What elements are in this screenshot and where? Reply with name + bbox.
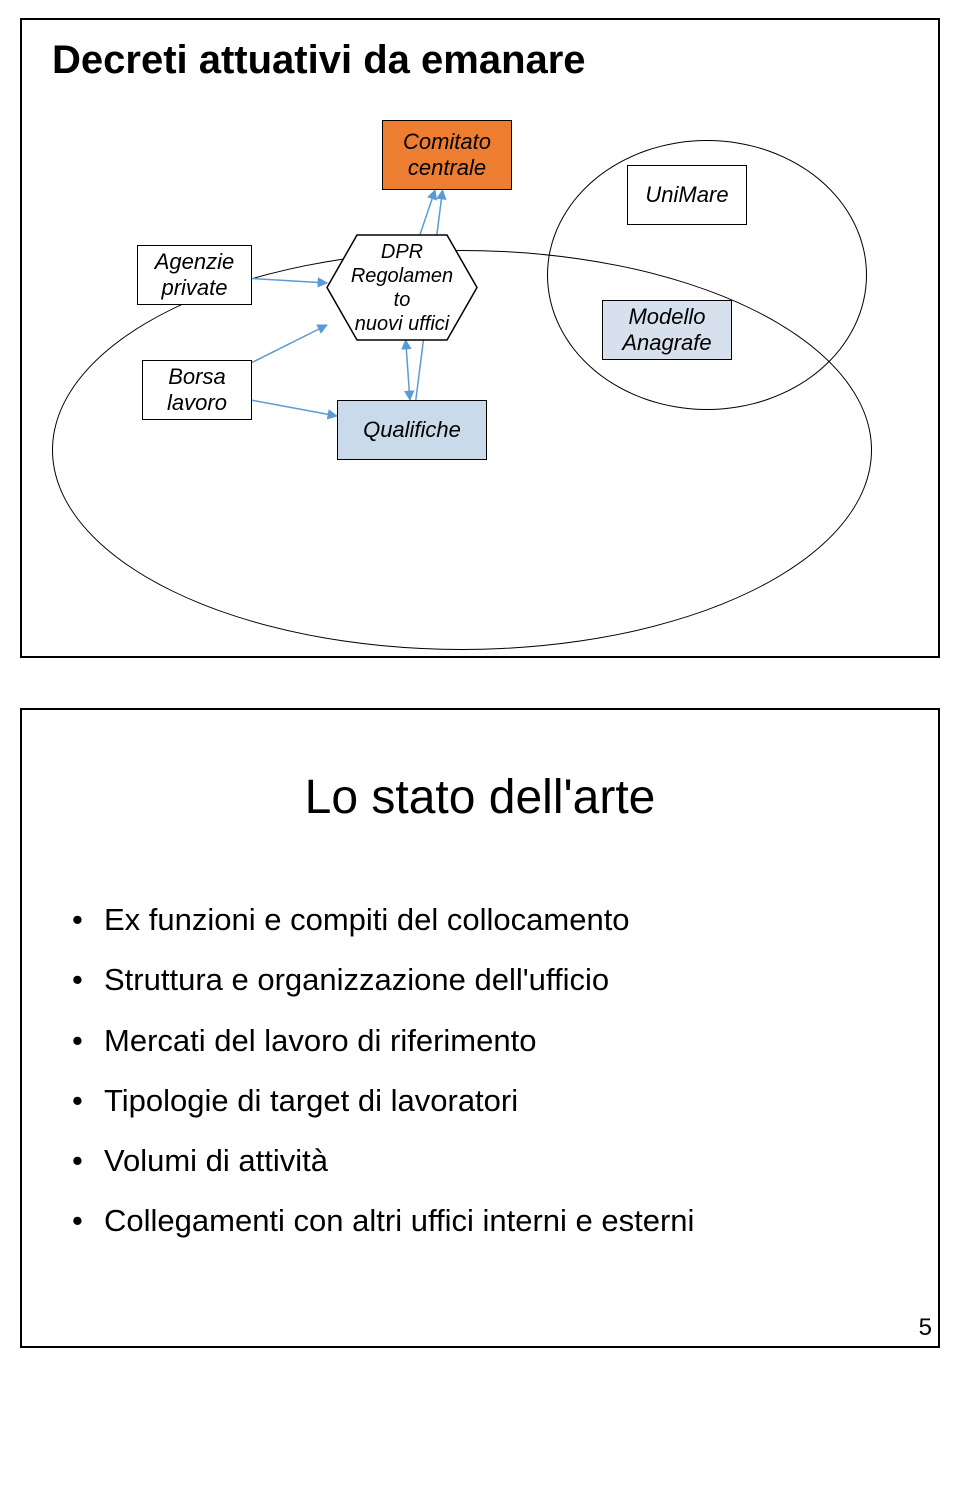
node-borsa-label: Borsalavoro (167, 364, 227, 417)
bullet-item: Struttura e organizzazione dell'ufficio (72, 960, 888, 1000)
slide2-title: Lo stato dell'arte (22, 770, 938, 825)
node-qualifiche-label: Qualifiche (363, 417, 461, 443)
slide-bullets: Lo stato dell'arte Ex funzioni e compiti… (20, 708, 940, 1348)
page-number: 5 (919, 1314, 932, 1342)
node-unimare-label: UniMare (645, 182, 728, 208)
node-comitato: Comitatocentrale (382, 120, 512, 190)
node-borsa: Borsalavoro (142, 360, 252, 420)
node-dpr-label: DPRRegolamentonuovi uffici (351, 240, 453, 336)
bullet-item: Volumi di attività (72, 1141, 888, 1181)
bullet-item: Ex funzioni e compiti del collocamento (72, 900, 888, 940)
node-agenzie-label: Agenzieprivate (155, 249, 235, 302)
node-agenzie: Agenzieprivate (137, 245, 252, 305)
bullet-item: Collegamenti con altri uffici interni e … (72, 1201, 888, 1241)
arrow-dpr-comitato (420, 190, 435, 235)
node-modello-label: ModelloAnagrafe (622, 304, 711, 357)
bullet-list: Ex funzioni e compiti del collocamento St… (72, 900, 888, 1262)
slide-diagram: Decreti attuativi da emanare Comitatocen… (20, 18, 940, 658)
bullet-item: Tipologie di target di lavoratori (72, 1081, 888, 1121)
node-unimare: UniMare (627, 165, 747, 225)
slide1-title: Decreti attuativi da emanare (52, 38, 586, 83)
node-comitato-label: Comitatocentrale (403, 129, 491, 182)
node-qualifiche: Qualifiche (337, 400, 487, 460)
node-modello: ModelloAnagrafe (602, 300, 732, 360)
bullet-item: Mercati del lavoro di riferimento (72, 1021, 888, 1061)
node-dpr: DPRRegolamentonuovi uffici (327, 235, 477, 340)
